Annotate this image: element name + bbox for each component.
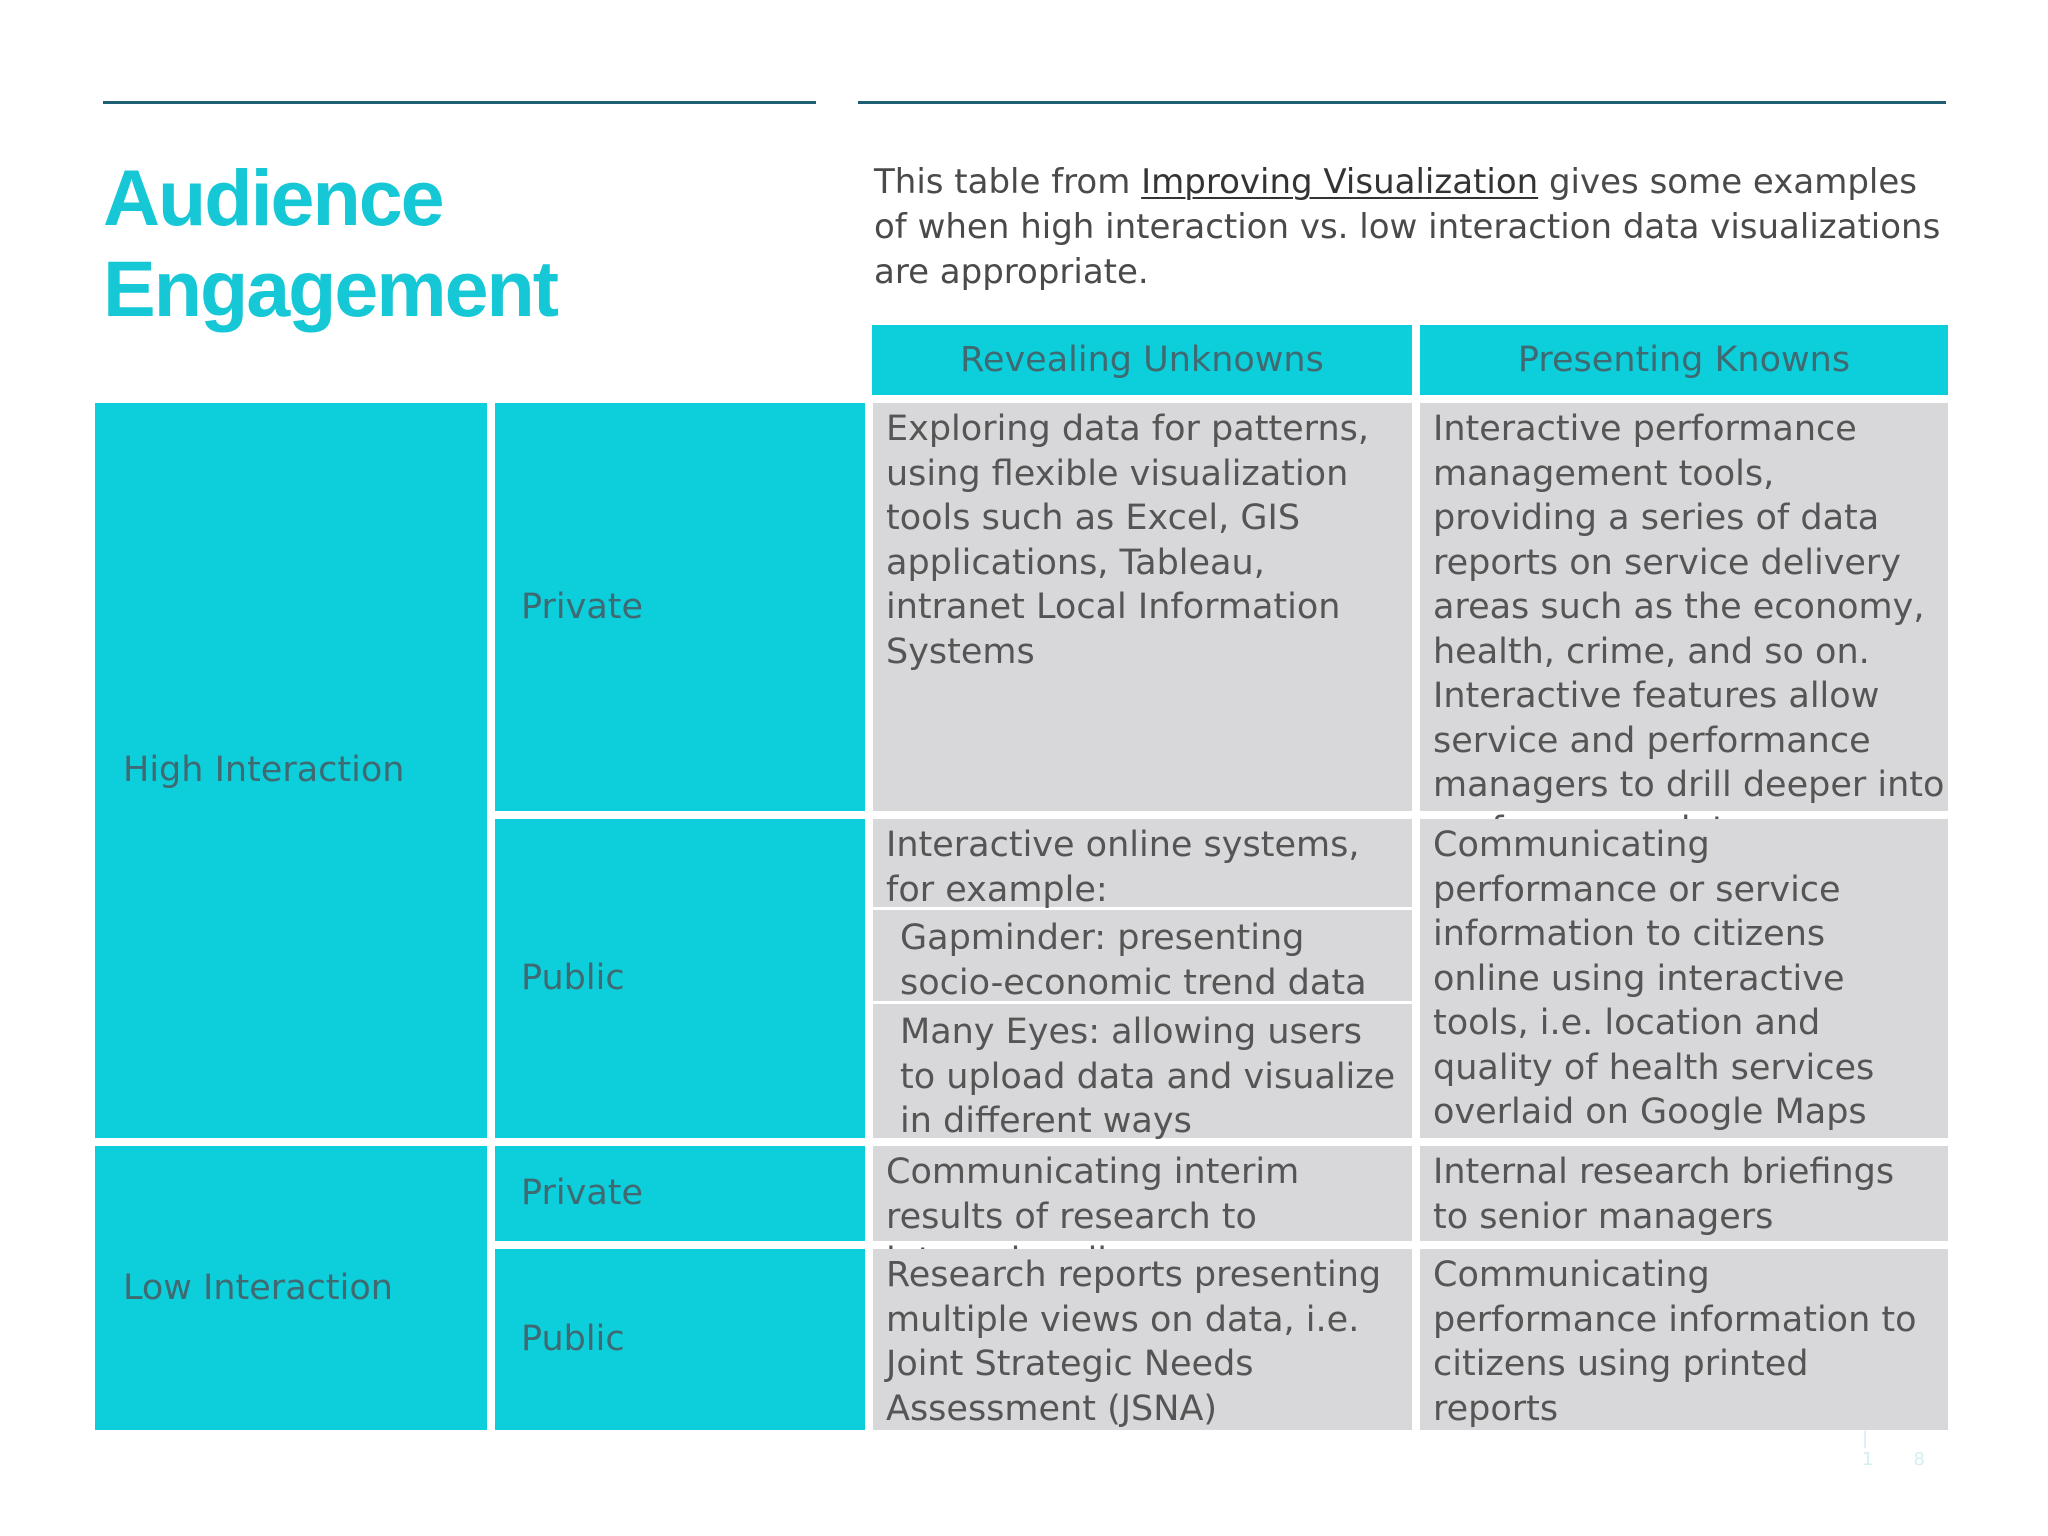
title-line-1: Audience [103, 153, 445, 242]
title-line-2: Engagement [103, 244, 559, 333]
audience-label: Public [521, 958, 625, 999]
cell-low-public-unknowns: Research reports presenting multiple vie… [873, 1249, 1412, 1430]
audience-label: Public [521, 1319, 625, 1360]
audience-high-private: Private [495, 403, 865, 811]
audience-label: Private [521, 586, 644, 627]
cell-low-private-unknowns: Communicating interim results of researc… [873, 1146, 1412, 1281]
page-number: | 18 [1862, 1428, 1965, 1470]
improving-visualization-link[interactable]: Improving Visualization [1141, 162, 1539, 202]
intro-text-before: This table from [874, 162, 1142, 202]
low-interaction-label: Low Interaction [123, 1267, 393, 1308]
row-group-high-interaction: High Interaction [95, 403, 487, 1138]
cell-low-private-knowns: Internal research briefings to senior ma… [1420, 1146, 1948, 1241]
cell-high-public-example-gapminder: Gapminder: presenting socio-economic tre… [873, 910, 1412, 1003]
cell-high-public-example-many-eyes: Many Eyes: allowing users to upload data… [873, 1004, 1412, 1141]
intro-paragraph: This table from Improving Visualization … [874, 160, 1954, 295]
intro-text-after: gives some examples of when high interac… [874, 162, 1941, 292]
header-revealing-unknowns: Revealing Unknowns [872, 325, 1412, 395]
audience-low-public: Public [495, 1249, 865, 1430]
audience-low-private: Private [495, 1146, 865, 1241]
page-title: Audience Engagement [103, 152, 559, 334]
cell-high-public-unknowns-intro: Interactive online systems, for example: [873, 819, 1412, 910]
cell-high-public-knowns: Communicating performance or service inf… [1420, 819, 1948, 1138]
top-rule-right [858, 101, 1946, 104]
header-presenting-knowns: Presenting Knowns [1420, 325, 1948, 395]
audience-label: Private [521, 1173, 644, 1214]
cell-low-public-knowns: Communicating performance information to… [1420, 1249, 1948, 1430]
cell-high-private-unknowns: Exploring data for patterns, using flexi… [873, 403, 1412, 811]
cell-high-private-knowns: Interactive performance management tools… [1420, 403, 1948, 850]
audience-high-public: Public [495, 819, 865, 1138]
high-interaction-label: High Interaction [123, 750, 405, 791]
top-rule-left [103, 101, 816, 104]
row-group-low-interaction: Low Interaction [95, 1146, 487, 1430]
